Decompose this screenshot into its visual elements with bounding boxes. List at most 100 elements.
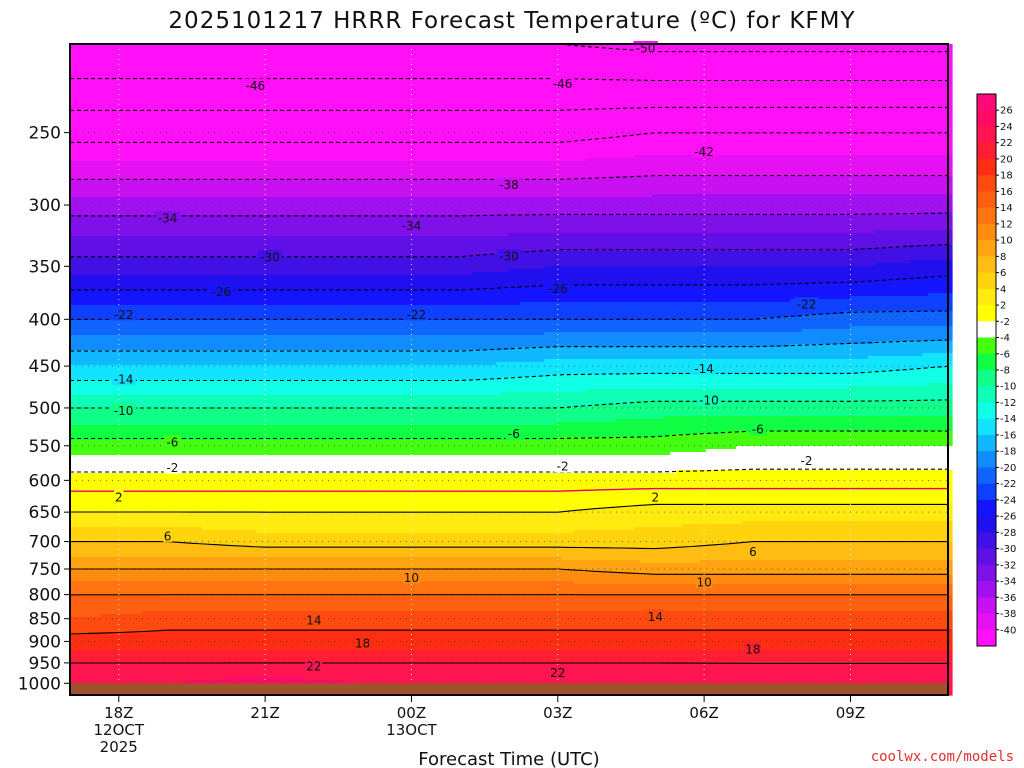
heat-cell: [382, 62, 389, 66]
temperature-field: [70, 44, 953, 696]
heat-cell: [628, 62, 635, 66]
heat-cell: [646, 83, 653, 87]
heat-cell: [448, 47, 455, 51]
heat-cell: [892, 86, 899, 90]
heat-cell: [418, 71, 425, 75]
heat-cell: [388, 92, 395, 96]
heat-cell: [496, 59, 503, 63]
heat-cell: [550, 50, 557, 54]
heat-cell: [316, 56, 323, 60]
heat-cell: [844, 71, 851, 75]
heat-cell: [334, 95, 341, 99]
heat-cell: [298, 62, 305, 66]
heat-cell: [346, 47, 353, 51]
heat-cell: [526, 71, 533, 75]
heat-cell: [214, 71, 221, 75]
heat-cell: [520, 86, 527, 90]
heat-cell: [160, 62, 167, 66]
heat-cell: [316, 53, 323, 57]
heat-cell: [388, 98, 395, 102]
heat-cell: [382, 98, 389, 102]
heat-cell: [892, 92, 899, 96]
heat-cell: [676, 83, 683, 87]
heat-cell: [118, 89, 125, 93]
heat-cell: [760, 77, 767, 81]
heat-cell: [586, 44, 593, 48]
heat-cell: [400, 86, 407, 90]
heat-cell: [682, 86, 689, 90]
heat-cell: [892, 62, 899, 66]
heat-cell: [862, 74, 869, 78]
heat-cell: [160, 101, 167, 105]
heat-cell: [700, 98, 707, 102]
heat-cell: [304, 92, 311, 96]
heat-cell: [178, 95, 185, 99]
heat-cell: [148, 92, 155, 96]
heat-cell: [298, 71, 305, 75]
heat-cell: [328, 71, 335, 75]
heat-cell: [256, 74, 263, 78]
heat-cell: [106, 50, 113, 54]
heat-cell: [850, 53, 857, 57]
heat-cell: [454, 86, 461, 90]
heat-cell: [100, 83, 107, 87]
heat-cell: [658, 98, 665, 102]
heat-cell: [82, 101, 89, 105]
heat-cell: [238, 86, 245, 90]
heat-cell: [922, 68, 929, 72]
heat-cell: [250, 98, 257, 102]
heat-cell: [340, 98, 347, 102]
heat-cell: [286, 83, 293, 87]
heat-cell: [628, 59, 635, 63]
heat-cell: [946, 68, 953, 72]
heat-cell: [778, 68, 785, 72]
heat-cell: [898, 74, 905, 78]
heat-cell: [658, 89, 665, 93]
heat-cell: [250, 50, 257, 54]
heat-cell: [640, 89, 647, 93]
heat-cell: [286, 50, 293, 54]
heat-cell: [550, 56, 557, 60]
heat-cell: [322, 68, 329, 72]
heat-cell: [724, 68, 731, 72]
heat-cell: [832, 77, 839, 81]
heat-cell: [832, 56, 839, 60]
heat-cell: [280, 83, 287, 87]
heat-cell: [394, 92, 401, 96]
heat-cell: [466, 98, 473, 102]
heat-cell: [766, 62, 773, 66]
heat-cell: [562, 50, 569, 54]
heat-cell: [454, 83, 461, 87]
heat-cell: [70, 59, 77, 63]
heat-cell: [304, 77, 311, 81]
heat-cell: [178, 59, 185, 63]
heat-cell: [430, 92, 437, 96]
heat-cell: [334, 47, 341, 51]
heat-cell: [502, 62, 509, 66]
heat-cell: [892, 50, 899, 54]
heat-cell: [472, 62, 479, 66]
heat-cell: [922, 44, 929, 48]
heat-cell: [862, 62, 869, 66]
heat-cell: [766, 92, 773, 96]
heat-cell: [136, 80, 143, 84]
heat-cell: [670, 74, 677, 78]
heat-cell: [100, 80, 107, 84]
heat-cell: [334, 80, 341, 84]
heat-cell: [574, 98, 581, 102]
heat-cell: [412, 53, 419, 57]
heat-cell: [94, 62, 101, 66]
heat-cell: [418, 74, 425, 78]
heat-cell: [202, 50, 209, 54]
heat-cell: [106, 95, 113, 99]
heat-cell: [520, 74, 527, 78]
heat-cell: [508, 53, 515, 57]
heat-cell: [274, 56, 281, 60]
heat-cell: [508, 50, 515, 54]
heat-cell: [220, 59, 227, 63]
heat-cell: [370, 44, 377, 48]
heat-cell: [508, 47, 515, 51]
heat-cell: [658, 71, 665, 75]
heat-cell: [730, 74, 737, 78]
heat-cell: [472, 86, 479, 90]
